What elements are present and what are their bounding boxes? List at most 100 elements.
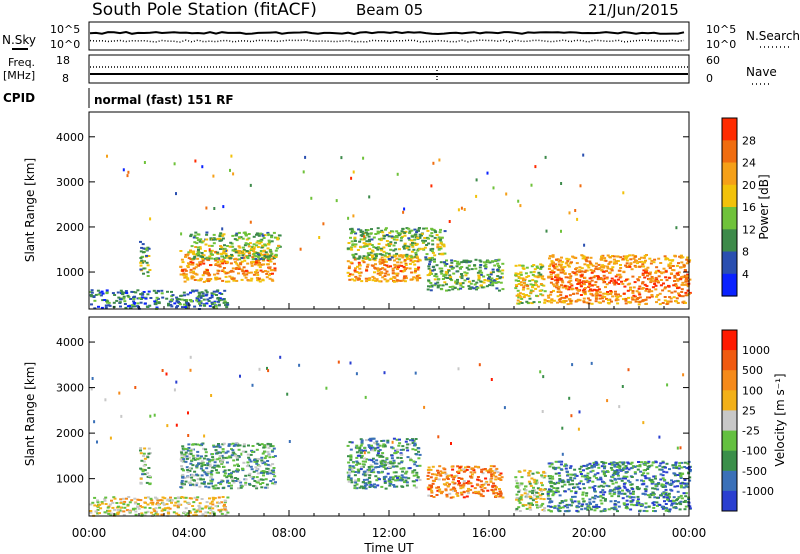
heatmap-cell bbox=[389, 460, 393, 463]
heatmap-cell bbox=[593, 275, 597, 277]
colorbar-tick-label: 1000 bbox=[742, 344, 770, 357]
heatmap-cell bbox=[126, 294, 130, 297]
heatmap-cell bbox=[390, 446, 394, 449]
heatmap-cell bbox=[383, 445, 387, 448]
heatmap-cell bbox=[607, 302, 611, 305]
heatmap-cell bbox=[241, 246, 245, 249]
heatmap-cell bbox=[416, 260, 420, 263]
heatmap-cell bbox=[462, 496, 466, 499]
heatmap-cell bbox=[191, 505, 195, 507]
heatmap-cell bbox=[475, 281, 479, 284]
heatmap-cell bbox=[374, 246, 378, 249]
heatmap-cell bbox=[413, 263, 417, 266]
heatmap-cell bbox=[655, 278, 659, 281]
heatmap-cell bbox=[495, 486, 498, 489]
heatmap-cell bbox=[602, 265, 606, 268]
heatmap-cell bbox=[586, 463, 590, 466]
heatmap-cell bbox=[370, 470, 374, 473]
heatmap-cell bbox=[528, 490, 532, 493]
heatmap-cell bbox=[190, 277, 194, 280]
heatmap-cell bbox=[436, 245, 440, 248]
heatmap-cell bbox=[202, 478, 205, 481]
heatmap-cell bbox=[390, 236, 394, 239]
heatmap-cell bbox=[617, 283, 621, 285]
heatmap-cell bbox=[416, 256, 419, 259]
heatmap-cell bbox=[122, 168, 125, 172]
heatmap-cell bbox=[445, 259, 448, 262]
heatmap-cell bbox=[235, 262, 239, 265]
heatmap-cell bbox=[593, 473, 597, 476]
heatmap-cell bbox=[654, 276, 658, 279]
heatmap-cell bbox=[554, 460, 558, 463]
heatmap-cell bbox=[577, 282, 581, 285]
heatmap-cell bbox=[200, 498, 204, 500]
heatmap-cell bbox=[460, 266, 464, 268]
heatmap-cell bbox=[322, 222, 325, 226]
heatmap-cell bbox=[430, 284, 434, 287]
heatmap-cell bbox=[393, 259, 396, 262]
heatmap-cell bbox=[659, 262, 663, 264]
heatmap-cell bbox=[219, 451, 223, 454]
heatmap-cell bbox=[121, 497, 125, 500]
heatmap-cell bbox=[632, 490, 635, 493]
heatmap-cell bbox=[642, 480, 646, 483]
heatmap-cell bbox=[190, 474, 194, 477]
heatmap-cell bbox=[528, 482, 532, 485]
heatmap-cell bbox=[623, 280, 627, 282]
heatmap-cell bbox=[523, 294, 527, 297]
heatmap-cell bbox=[644, 506, 648, 509]
heatmap-cell bbox=[250, 277, 254, 280]
heatmap-cell bbox=[359, 449, 363, 452]
heatmap-cell bbox=[646, 462, 650, 465]
heatmap-cell bbox=[554, 491, 558, 494]
heatmap-cell bbox=[426, 229, 430, 232]
heatmap-cell bbox=[438, 490, 442, 493]
heatmap-cell bbox=[577, 281, 581, 283]
heatmap-cell bbox=[640, 287, 644, 290]
heatmap-cell bbox=[360, 234, 364, 236]
heatmap-cell bbox=[413, 260, 417, 262]
heatmap-cell bbox=[585, 279, 589, 282]
heatmap-cell bbox=[268, 456, 272, 459]
heatmap-cell bbox=[387, 466, 391, 469]
heatmap-cell bbox=[487, 277, 491, 280]
heatmap-cell bbox=[535, 491, 539, 494]
heatmap-cell bbox=[412, 474, 416, 477]
heatmap-cell bbox=[667, 492, 671, 495]
heatmap-cell bbox=[404, 264, 408, 266]
heatmap-cell bbox=[187, 447, 191, 449]
heatmap-cell bbox=[610, 269, 614, 272]
heatmap-cell bbox=[367, 466, 371, 468]
heatmap-cell bbox=[145, 261, 149, 264]
heatmap-cell bbox=[217, 303, 221, 306]
heatmap-cell bbox=[431, 479, 435, 482]
heatmap-cell bbox=[547, 488, 551, 491]
heatmap-cell bbox=[186, 266, 190, 269]
heatmap-cell bbox=[523, 469, 527, 472]
heatmap-cell bbox=[390, 457, 394, 460]
heatmap-cell bbox=[198, 302, 201, 305]
heatmap-cell bbox=[630, 483, 634, 486]
heatmap-cell bbox=[625, 467, 629, 469]
heatmap-cell bbox=[614, 275, 618, 278]
heatmap-cell bbox=[409, 457, 412, 460]
heatmap-cell bbox=[595, 291, 599, 294]
heatmap-cell bbox=[412, 276, 416, 279]
heatmap-cell bbox=[683, 479, 687, 481]
heatmap-cell bbox=[650, 276, 654, 278]
heatmap-cell bbox=[583, 291, 587, 294]
heatmap-cell bbox=[515, 507, 519, 510]
heatmap-cell bbox=[392, 471, 396, 474]
heatmap-cell bbox=[523, 284, 527, 287]
heatmap-cell bbox=[533, 494, 536, 497]
heatmap-cell bbox=[599, 476, 603, 479]
heatmap-cell bbox=[587, 290, 591, 293]
heatmap-cell bbox=[676, 302, 680, 304]
heatmap-cell bbox=[559, 277, 563, 280]
heatmap-cell bbox=[393, 263, 397, 266]
heatmap-cell bbox=[391, 267, 395, 270]
heatmap-cell bbox=[370, 459, 374, 462]
heatmap-cell bbox=[176, 497, 180, 500]
heatmap-cell bbox=[624, 506, 628, 509]
heatmap-cell bbox=[251, 383, 254, 387]
